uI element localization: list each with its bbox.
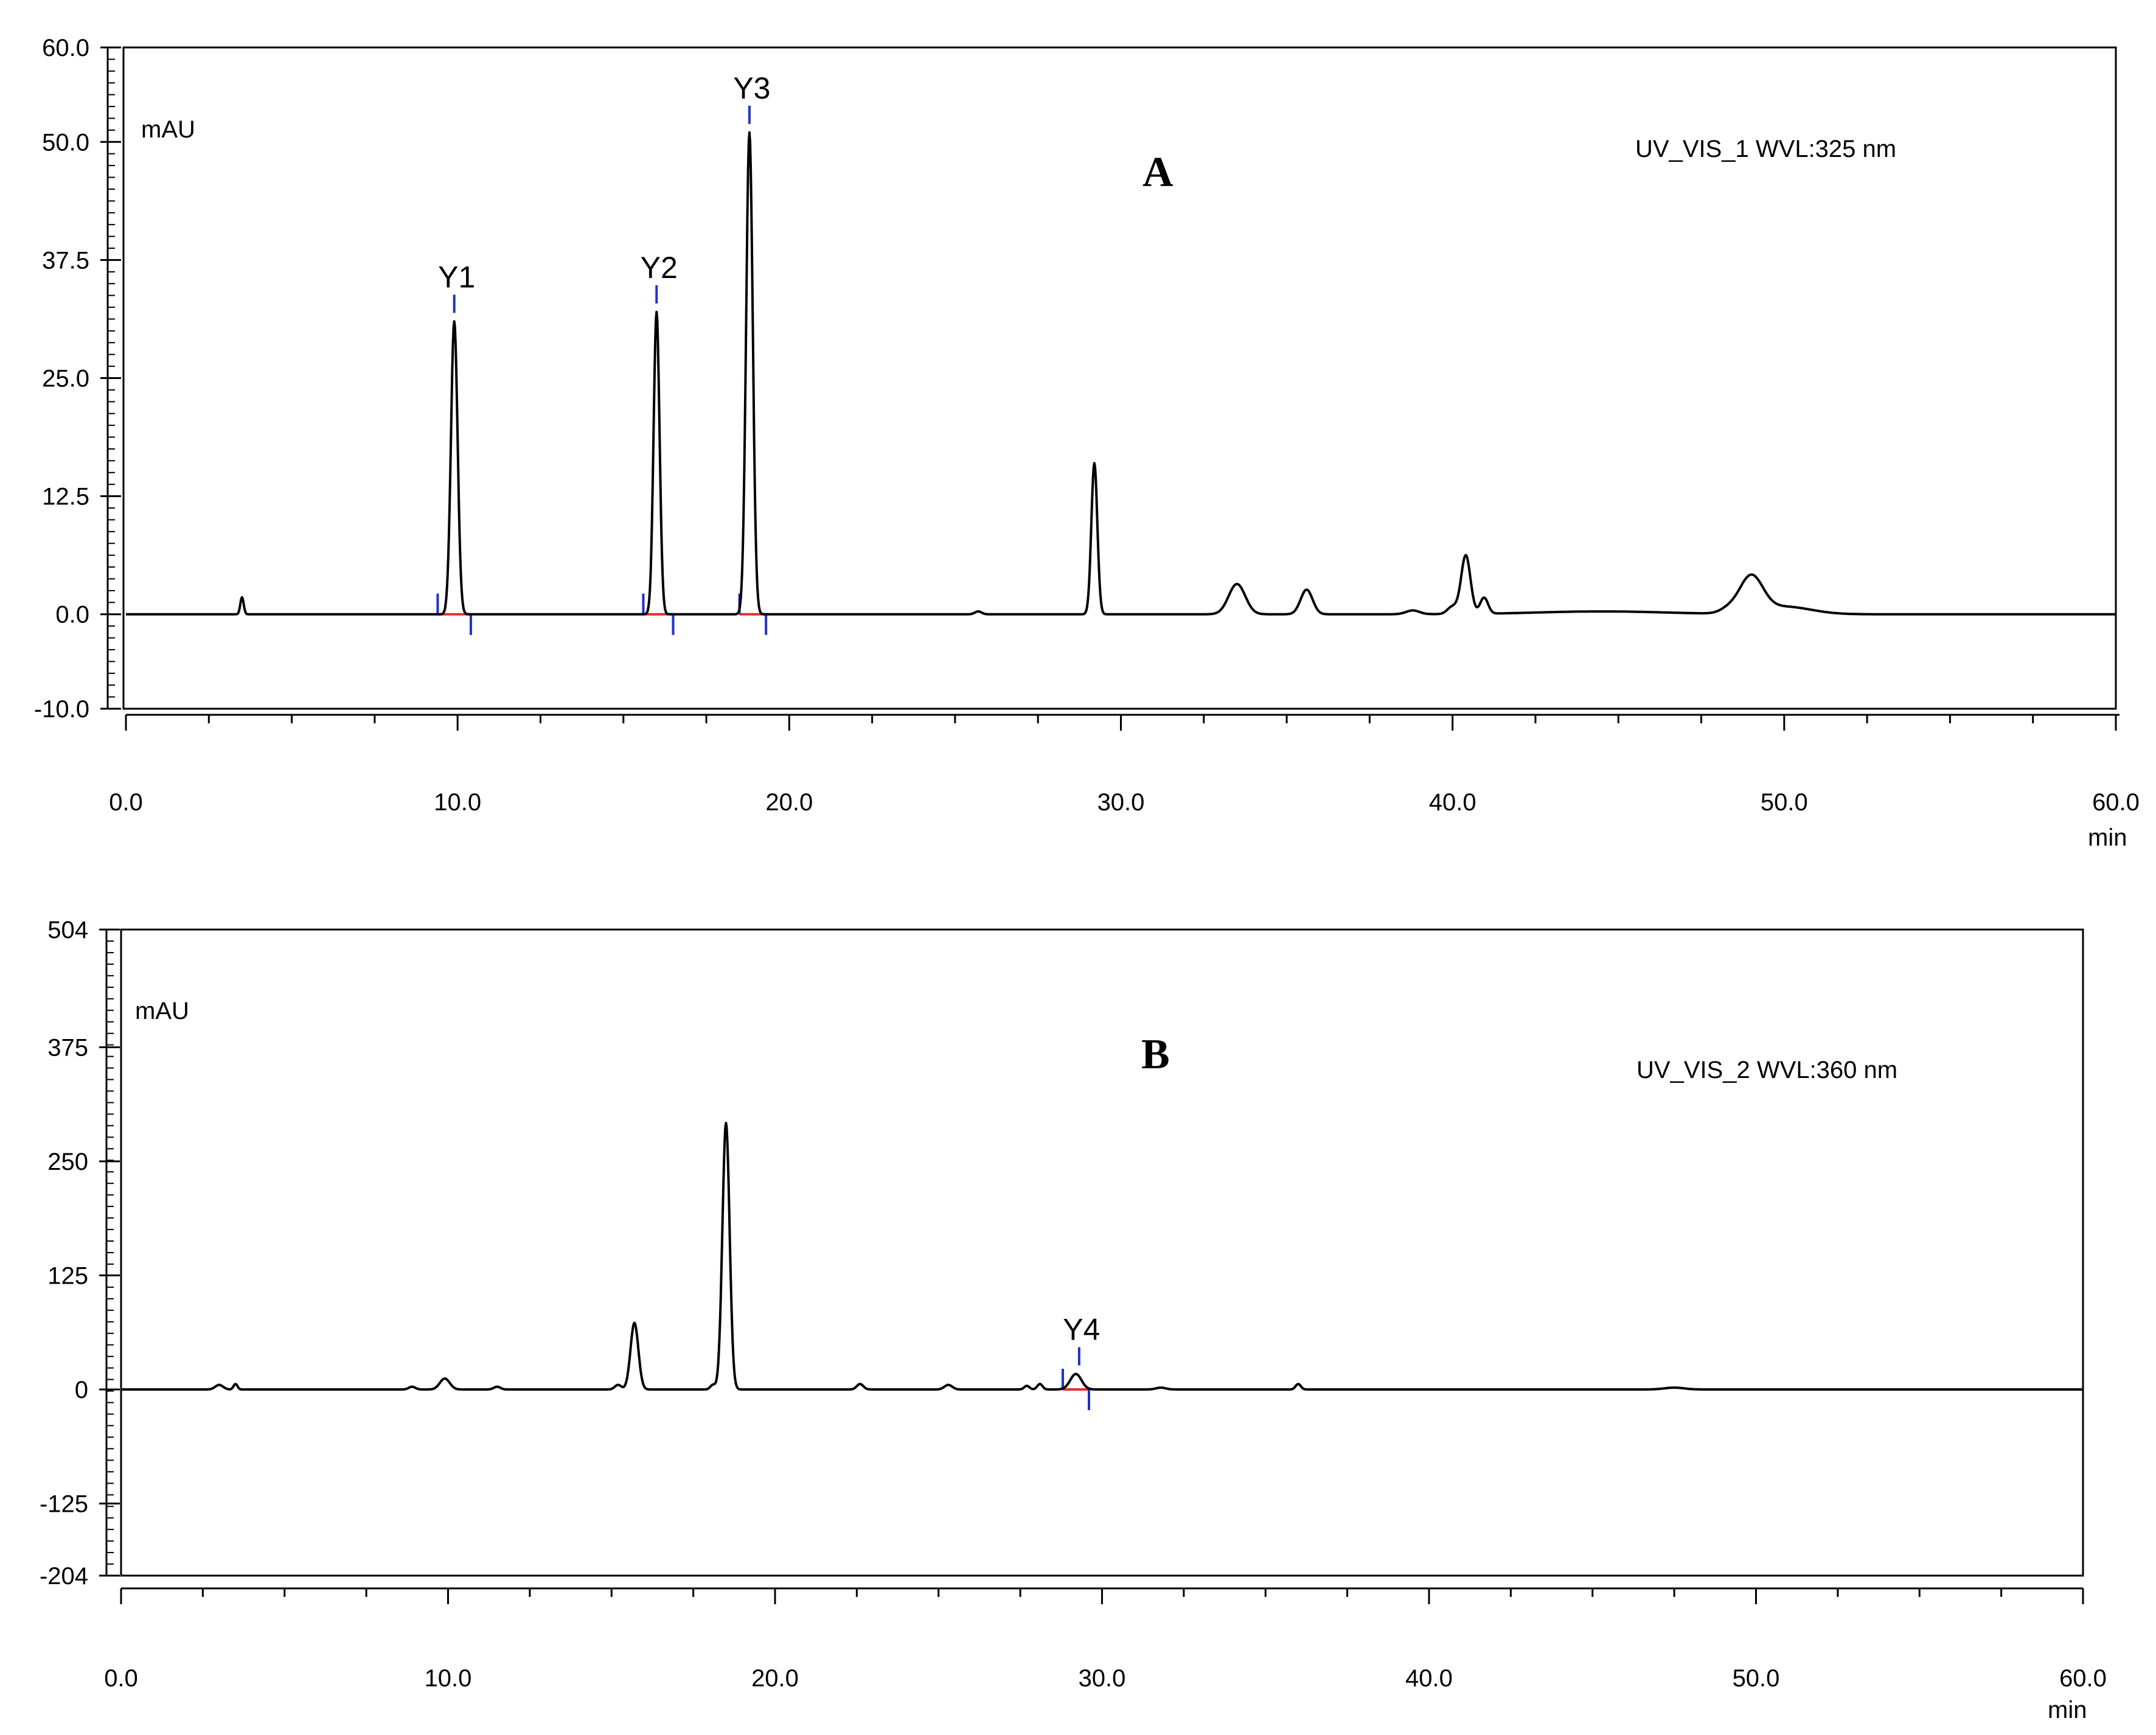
x-tick-label: 50.0 — [1733, 1665, 1780, 1692]
chromatogram-trace — [120, 1122, 2084, 1391]
peak-label: Y4 — [1063, 1313, 1100, 1347]
x-tick-label: 20.0 — [765, 789, 813, 816]
y-tick-label: 250 — [47, 1149, 88, 1175]
y-tick-label: 25.0 — [42, 366, 89, 392]
chromatogram-panel-b: 504 375 250 125 0 -125 -204 0.0 10.0 20.0 30.0 40.… — [40, 917, 2107, 1723]
peak-labels: Y1 Y2 Y3 — [438, 71, 770, 294]
chromatogram-trace — [125, 131, 2116, 616]
y-tick-label: 125 — [47, 1263, 88, 1290]
panel-label: A — [1142, 149, 1174, 196]
plot-frame — [122, 46, 2117, 710]
y-tick-label: -10.0 — [34, 696, 89, 723]
x-tick-label: 30.0 — [1097, 789, 1145, 816]
plot-frame — [120, 928, 2084, 1577]
x-tick-label: 30.0 — [1079, 1665, 1126, 1692]
x-axis-unit-label: min — [2088, 824, 2127, 851]
y-tick-label: 60.0 — [42, 35, 89, 61]
peak-label: Y2 — [641, 251, 678, 285]
y-axis-unit-label: mAU — [135, 998, 189, 1024]
y-axis-unit-label: mAU — [141, 116, 195, 143]
x-tick-label: 60.0 — [2059, 1665, 2107, 1692]
y-tick-label: 37.5 — [42, 247, 89, 274]
x-tick-label: 20.0 — [751, 1665, 799, 1692]
y-tick-label: 0 — [75, 1377, 88, 1403]
y-axis-ticks: 60.0 50.0 37.5 25.0 12.5 0.0 -10.0 — [34, 35, 121, 723]
panel-label: B — [1141, 1031, 1170, 1078]
x-axis-unit-label: min — [2048, 1697, 2087, 1723]
x-axis-ticks: 0.0 10.0 20.0 30.0 40.0 50.0 60.0 — [104, 1588, 2107, 1692]
x-axis-ticks: 0.0 10.0 20.0 30.0 40.0 50.0 60.0 — [109, 715, 2140, 816]
x-tick-label: 0.0 — [109, 789, 143, 816]
peak-integration-marks — [1062, 1347, 1090, 1410]
y-axis-ticks: 504 375 250 125 0 -125 -204 — [40, 917, 120, 1590]
peak-label: Y1 — [438, 260, 475, 294]
chromatogram-panel-a: 60.0 50.0 37.5 25.0 12.5 0.0 -10.0 0.0 10.0 20.0… — [34, 35, 2140, 851]
channel-label: UV_VIS_2 WVL:360 nm — [1636, 1057, 1897, 1083]
channel-label: UV_VIS_1 WVL:325 nm — [1635, 136, 1896, 162]
x-tick-label: 10.0 — [434, 789, 481, 816]
y-tick-label: 0.0 — [55, 602, 89, 628]
y-tick-label: 12.5 — [42, 484, 89, 510]
y-tick-label: 50.0 — [42, 129, 89, 156]
y-tick-label: -204 — [40, 1563, 88, 1590]
y-tick-label: 504 — [47, 917, 88, 944]
x-tick-label: 10.0 — [425, 1665, 472, 1692]
x-tick-label: 40.0 — [1429, 789, 1476, 816]
x-tick-label: 50.0 — [1761, 789, 1808, 816]
peak-label: Y3 — [733, 71, 770, 105]
peak-labels: Y4 — [1063, 1313, 1100, 1347]
x-tick-label: 0.0 — [104, 1665, 138, 1692]
y-tick-label: -125 — [40, 1491, 88, 1518]
x-tick-label: 60.0 — [2092, 789, 2140, 816]
peak-integration-marks — [436, 105, 768, 635]
x-tick-label: 40.0 — [1405, 1665, 1453, 1692]
y-tick-label: 375 — [47, 1035, 88, 1062]
